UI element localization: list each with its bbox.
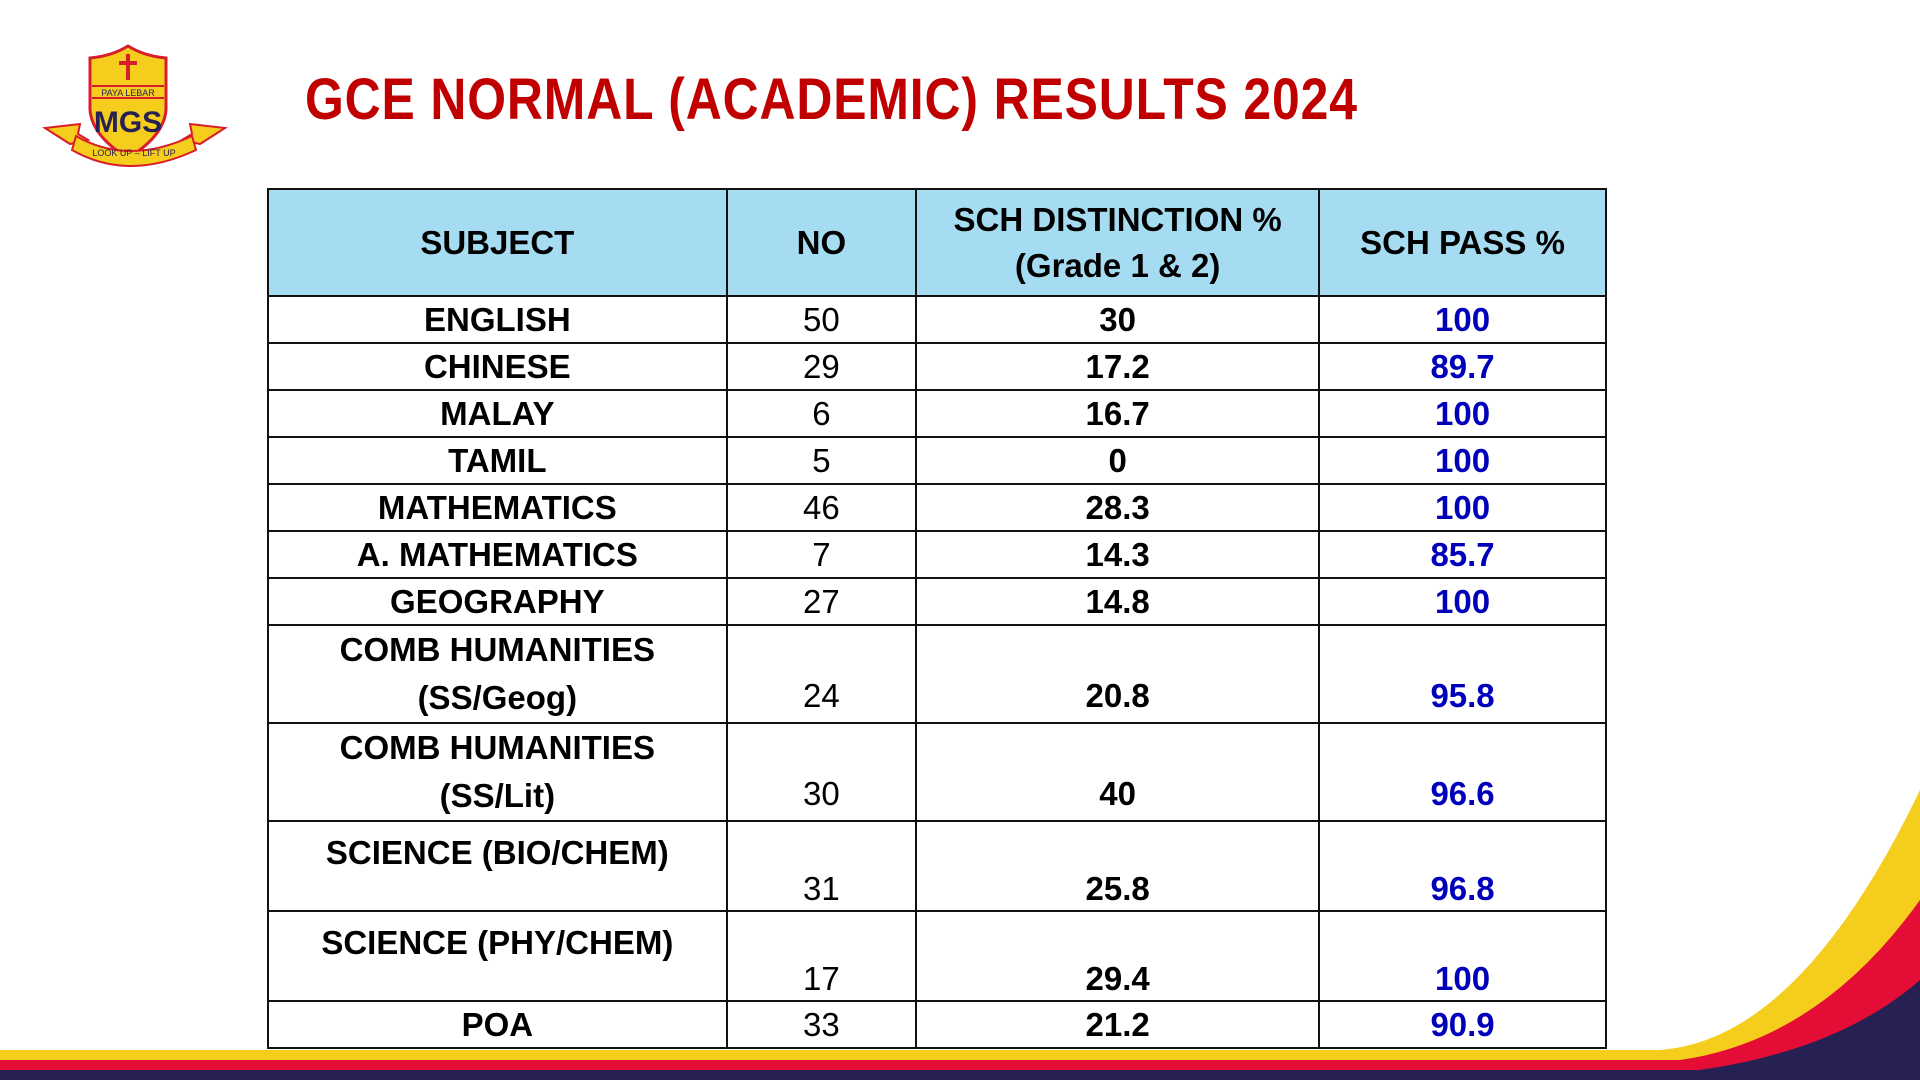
cell-subject: COMB HUMANITIES (SS/Lit) [267,722,728,822]
cell-subject: GEOGRAPHY [267,577,728,626]
cell-subject: COMB HUMANITIES (SS/Geog) [267,624,728,724]
cell-subject: ENGLISH [267,295,728,344]
table-row: POA 33 21.2 90.9 [267,1000,1607,1049]
cell-distinction: 25.8 [915,820,1321,912]
table-row: MALAY 6 16.7 100 [267,389,1607,438]
cell-distinction: 14.8 [915,577,1321,626]
cell-no: 46 [725,483,918,532]
cell-subject: POA [267,1000,728,1049]
cell-no: 7 [725,530,918,579]
cell-distinction: 21.2 [915,1000,1321,1049]
cell-no: 17 [725,910,918,1002]
cell-subject: SCIENCE (PHY/CHEM) [267,910,728,1002]
cell-no: 24 [725,624,918,724]
cell-subject-line2: (SS/Lit) [439,777,556,814]
cell-distinction: 17.2 [915,342,1321,391]
header-distinction-line1: SCH DISTINCTION % [953,200,1282,238]
header-pass: SCH PASS % [1318,188,1607,297]
table-row: TAMIL 5 0 100 [267,436,1607,485]
cell-pass: 90.9 [1318,1000,1607,1049]
cell-pass: 96.8 [1318,820,1607,912]
cell-subject-line2: (SS/Geog) [417,679,578,716]
cell-no: 50 [725,295,918,344]
cell-no: 29 [725,342,918,391]
table-row: GEOGRAPHY 27 14.8 100 [267,577,1607,626]
cell-no: 30 [725,722,918,822]
header-distinction-line2: (Grade 1 & 2) [1014,246,1221,284]
table-row: CHINESE 29 17.2 89.7 [267,342,1607,391]
table-row: COMB HUMANITIES (SS/Geog) 24 20.8 95.8 [267,624,1607,724]
cell-no: 33 [725,1000,918,1049]
cell-subject: TAMIL [267,436,728,485]
table-row: A. MATHEMATICS 7 14.3 85.7 [267,530,1607,579]
logo-top-text: PAYA LEBAR [101,88,155,98]
page-title: GCE NORMAL (ACADEMIC) RESULTS 2024 [305,67,1358,132]
cell-pass: 100 [1318,910,1607,1002]
table-row: COMB HUMANITIES (SS/Lit) 30 40 96.6 [267,722,1607,822]
cell-pass: 100 [1318,483,1607,532]
cell-subject-line1: COMB HUMANITIES [339,631,655,668]
logo-monogram: MGS [94,106,162,139]
results-table: SUBJECT NO SCH DISTINCTION % (Grade 1 & … [267,188,1607,1049]
table-row: MATHEMATICS 46 28.3 100 [267,483,1607,532]
logo-motto: LOOK UP – LIFT UP [92,148,175,158]
cell-no: 5 [725,436,918,485]
cell-distinction: 0 [915,436,1321,485]
cell-subject: MALAY [267,389,728,438]
cell-pass: 100 [1318,577,1607,626]
school-crest-logo: PAYA LEBAR MGS LOOK UP – LIFT UP [42,44,228,167]
table-row: ENGLISH 50 30 100 [267,295,1607,344]
cell-no: 31 [725,820,918,912]
table-row: SCIENCE (BIO/CHEM) 31 25.8 96.8 [267,820,1607,912]
cell-pass: 100 [1318,436,1607,485]
cell-subject: CHINESE [267,342,728,391]
cell-no: 27 [725,577,918,626]
cell-distinction: 40 [915,722,1321,822]
cell-pass: 96.6 [1318,722,1607,822]
header-no: NO [725,188,918,297]
table-row: SCIENCE (PHY/CHEM) 17 29.4 100 [267,910,1607,1002]
cell-distinction: 14.3 [915,530,1321,579]
cell-pass: 100 [1318,389,1607,438]
cell-no: 6 [725,389,918,438]
header-distinction: SCH DISTINCTION % (Grade 1 & 2) [915,188,1321,297]
cell-pass: 100 [1318,295,1607,344]
cell-subject: SCIENCE (BIO/CHEM) [267,820,728,912]
cell-pass: 85.7 [1318,530,1607,579]
cell-subject: A. MATHEMATICS [267,530,728,579]
table-header-row: SUBJECT NO SCH DISTINCTION % (Grade 1 & … [267,188,1607,297]
cell-distinction: 28.3 [915,483,1321,532]
cell-pass: 95.8 [1318,624,1607,724]
cell-distinction: 30 [915,295,1321,344]
cell-pass: 89.7 [1318,342,1607,391]
cell-subject-line1: COMB HUMANITIES [339,729,655,766]
cell-distinction: 29.4 [915,910,1321,1002]
cell-subject: MATHEMATICS [267,483,728,532]
cell-distinction: 20.8 [915,624,1321,724]
header-subject: SUBJECT [267,188,728,297]
cell-distinction: 16.7 [915,389,1321,438]
